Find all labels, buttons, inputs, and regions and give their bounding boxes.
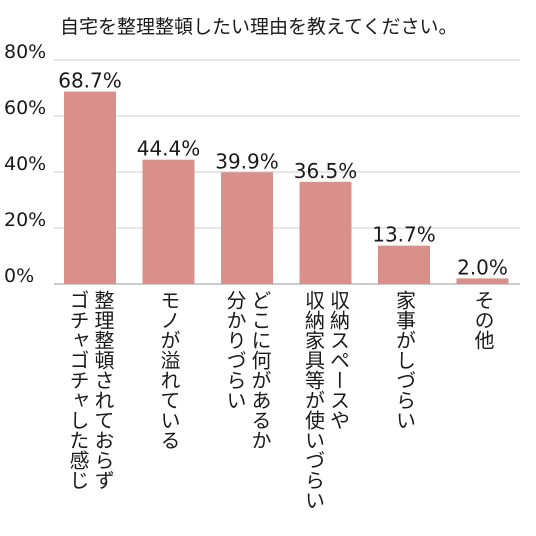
chart-title: 自宅を整理整頓したい理由を教えてください。	[60, 16, 458, 38]
data-label: 68.7%	[58, 69, 122, 93]
y-tick-label: 80%	[4, 41, 46, 63]
y-tick-label: 20%	[4, 209, 46, 231]
category-label: どこに何があるか 分かりづらい	[223, 290, 272, 450]
bar	[142, 159, 195, 284]
bar	[456, 278, 509, 284]
data-label: 13.7%	[372, 223, 436, 247]
data-label: 44.4%	[137, 137, 201, 161]
bar	[299, 181, 352, 284]
data-label: 39.9%	[215, 149, 279, 173]
bar	[378, 245, 430, 284]
category-label: その他	[471, 290, 495, 350]
y-tick-label: 40%	[4, 153, 46, 175]
data-label: 2.0%	[457, 255, 508, 279]
category-label: 家事がしづらい	[392, 290, 417, 430]
y-tick-label: 0%	[4, 265, 34, 287]
category-label: 収納スペースや 収納家具等が使いづらい	[301, 290, 351, 510]
bar	[64, 91, 116, 284]
category-label: モノが溢れている	[157, 290, 181, 450]
data-label: 36.5%	[294, 159, 358, 183]
bar	[221, 172, 273, 284]
y-tick-label: 60%	[4, 97, 46, 119]
category-label: 整理整頓されておらず ゴチャゴチャした感じ	[66, 290, 115, 490]
